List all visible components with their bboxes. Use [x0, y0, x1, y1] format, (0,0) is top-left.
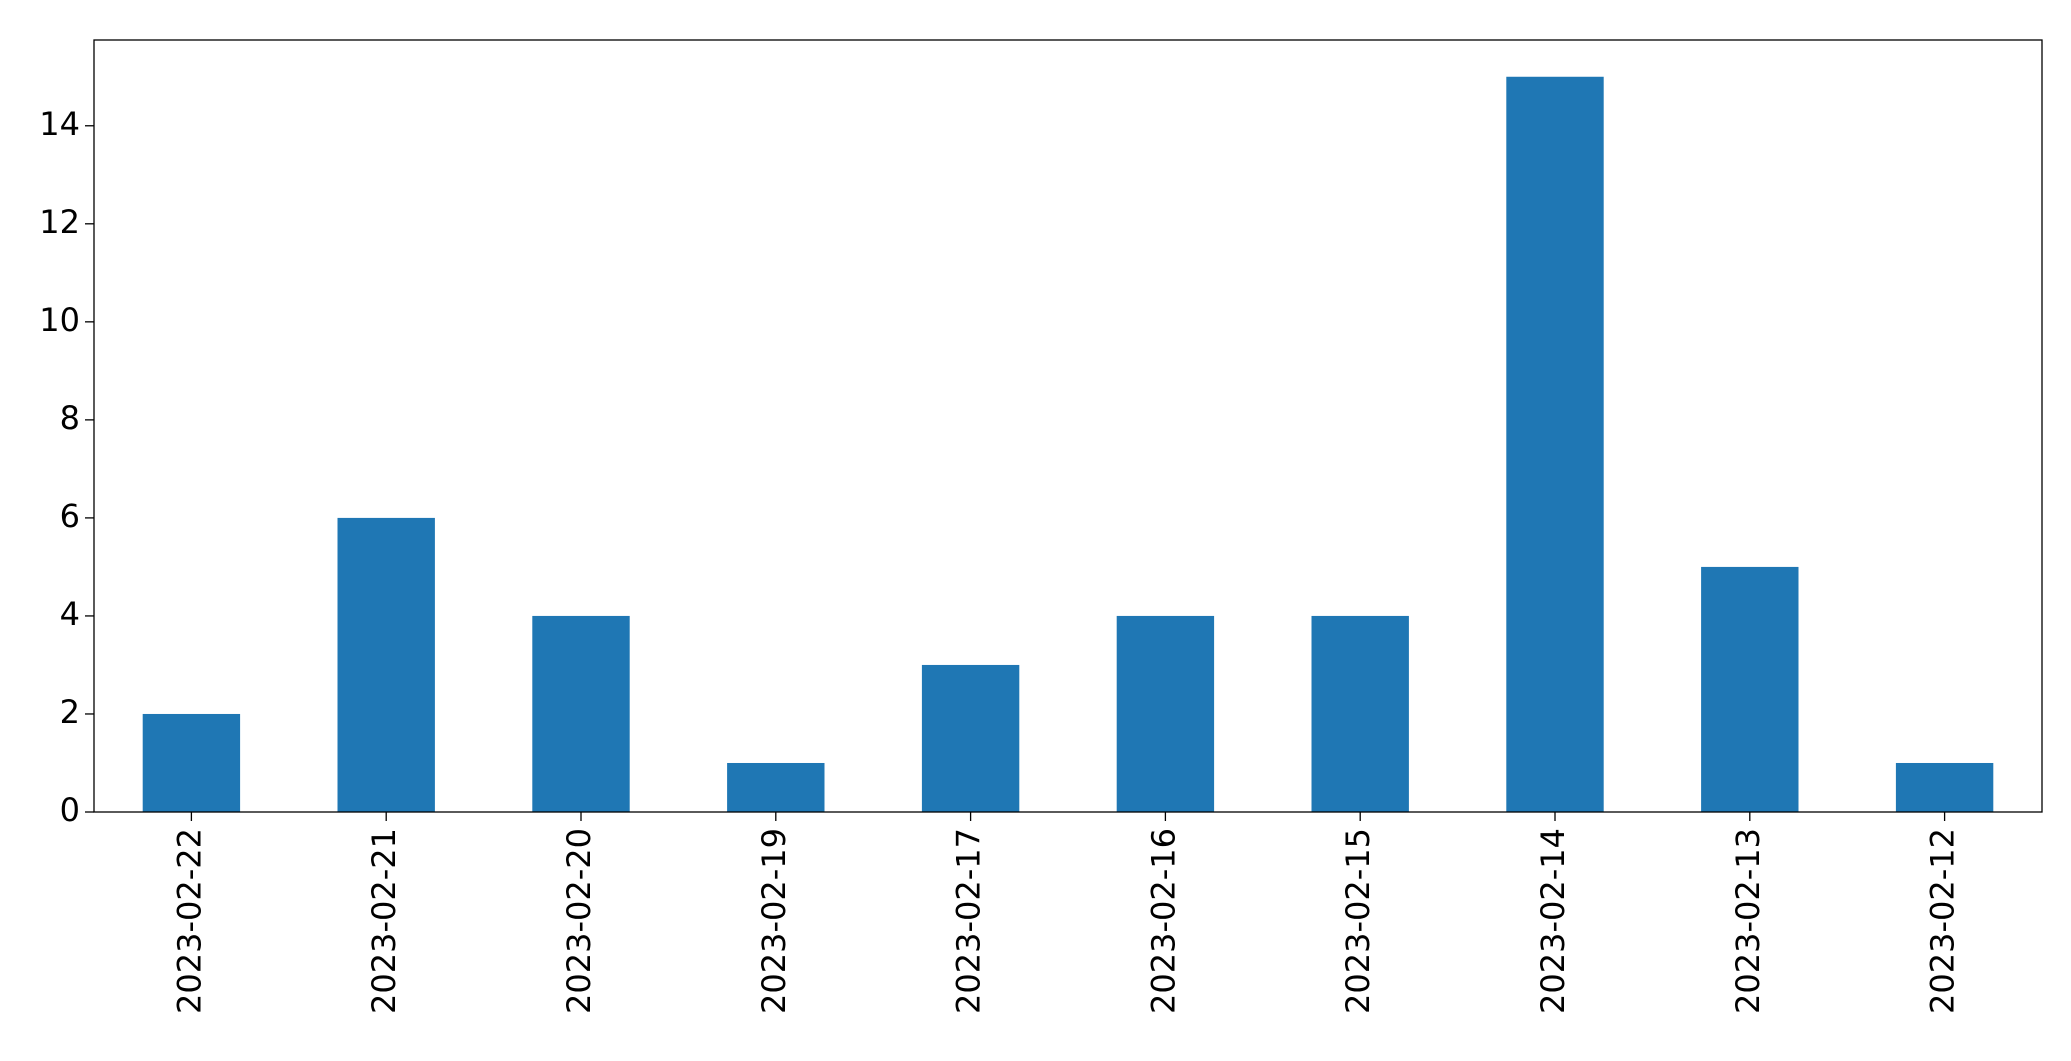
bar: [1506, 76, 1604, 812]
x-tick-label: 2023-02-15: [1339, 828, 1377, 1014]
bar: [532, 615, 630, 812]
bar: [1701, 566, 1799, 812]
bar: [1116, 615, 1215, 812]
bar: [727, 762, 825, 812]
x-tick-label: 2023-02-19: [755, 828, 793, 1014]
x-tick-label: 2023-02-21: [365, 828, 403, 1014]
bar: [1311, 615, 1409, 812]
y-tick-label: 10: [39, 301, 80, 339]
y-tick-label: 4: [60, 595, 80, 633]
y-tick-label: 2: [60, 693, 80, 731]
x-tick-label: 2023-02-14: [1534, 828, 1572, 1014]
x-tick-label: 2023-02-20: [560, 828, 598, 1014]
plot-frame: [93, 39, 2043, 813]
y-tick-label: 0: [60, 791, 80, 829]
bar: [142, 713, 241, 812]
bar: [337, 517, 435, 812]
y-tick-label: 8: [60, 399, 80, 437]
x-tick-label: 2023-02-16: [1144, 828, 1182, 1014]
x-tick-label: 2023-02-17: [950, 828, 988, 1014]
x-tick-label: 2023-02-22: [170, 828, 208, 1014]
y-tick-label: 6: [60, 497, 80, 535]
bar: [921, 664, 1020, 812]
y-tick-label: 14: [39, 105, 80, 143]
y-tick-label: 12: [39, 203, 80, 241]
x-tick-label: 2023-02-13: [1729, 828, 1767, 1014]
x-tick-label: 2023-02-12: [1924, 828, 1962, 1014]
bar: [1895, 762, 1994, 812]
